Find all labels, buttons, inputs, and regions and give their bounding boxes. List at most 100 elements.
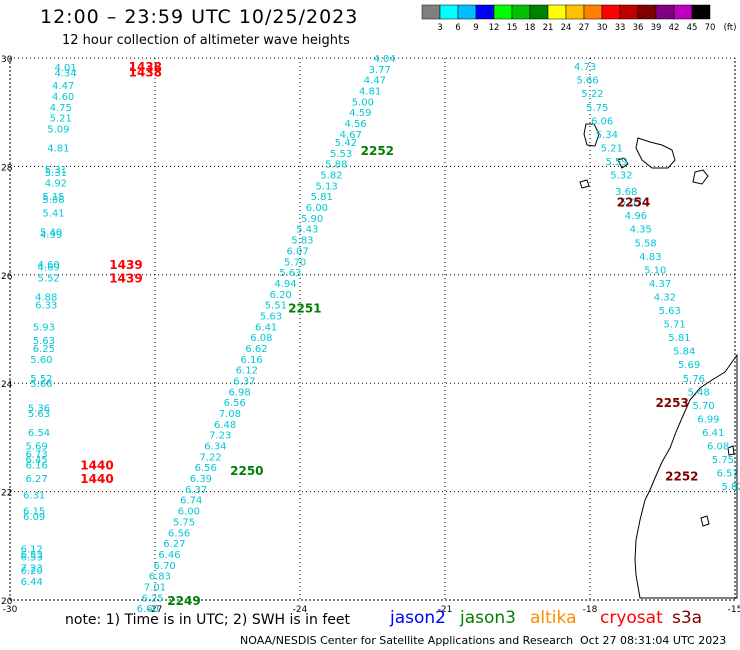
legend-swatch	[691, 4, 711, 20]
wave-height-value: 4.88	[35, 292, 57, 303]
wave-height-value: 4.73	[574, 62, 596, 73]
track-time-label: 2252	[665, 469, 698, 483]
wave-height-value: 4.81	[359, 87, 381, 98]
y-tick-label: 26	[1, 272, 13, 282]
wave-height-value: 5.10	[644, 265, 666, 276]
wave-height-value: 6.16	[25, 461, 47, 472]
wave-height-value: 5.75	[712, 455, 734, 466]
satellite-s3a: s3a	[672, 608, 703, 628]
wave-height-value: 5.70	[692, 401, 714, 412]
africa-coastline	[634, 353, 738, 599]
satellite-jason2: jason2	[390, 608, 446, 628]
legend-swatch	[457, 4, 477, 20]
wave-height-value: 6.98	[228, 387, 250, 398]
legend-swatch	[511, 4, 531, 20]
wave-height-value: 6.00	[306, 203, 328, 214]
wave-height-value: 4.04	[373, 54, 395, 65]
track-time-label: 1439	[109, 272, 142, 286]
wave-height-value: 5.22	[581, 89, 603, 100]
wave-height-value: 5.31	[45, 165, 67, 176]
wave-height-value: 6.20	[270, 290, 292, 301]
legend-swatch	[529, 4, 549, 20]
y-tick-label: 24	[1, 380, 13, 390]
wave-height-value: 4.60	[38, 260, 60, 271]
wave-height-value: 5.51	[265, 301, 287, 312]
wave-height-value: 5.70	[284, 257, 306, 268]
wave-height-value: 6.56	[224, 398, 246, 409]
wave-height-value: 6.25	[33, 344, 55, 355]
wave-height-value: 5.13	[315, 181, 337, 192]
wave-height-value: 6.74	[180, 496, 202, 507]
map-subtitle: 12 hour collection of altimeter wave hei…	[62, 33, 350, 48]
legend-swatch	[583, 4, 603, 20]
wave-height-value: 6.08	[250, 333, 272, 344]
wave-height-value: 3.68	[615, 187, 637, 198]
la-palma-island	[583, 123, 600, 147]
wave-height-value: 4.99	[40, 230, 62, 241]
track-time-label: 2252	[361, 144, 394, 158]
legend-label: 12	[489, 23, 500, 33]
wave-height-value: 5.21	[50, 114, 72, 125]
wave-height-value: 5.69	[678, 360, 700, 371]
legend-swatch	[565, 4, 585, 20]
wave-height-value: 5.75	[586, 103, 608, 114]
x-tick-label: -15	[728, 605, 740, 615]
track-time-label: 1438	[129, 66, 162, 80]
wave-height-value: 5.09	[47, 124, 69, 135]
wave-height-value: 6.37	[233, 376, 255, 387]
legend-label: 33	[615, 23, 626, 33]
wave-height-value: 6.56	[168, 528, 190, 539]
wave-height-value: 4.92	[45, 179, 67, 190]
wave-height-value: 6.46	[158, 550, 180, 561]
legend-swatch	[601, 4, 621, 20]
legend-swatch	[439, 4, 459, 20]
map-frame	[9, 57, 736, 601]
la-gomera-island	[617, 157, 629, 169]
wave-height-value: 5.81	[668, 333, 690, 344]
legend-label: 39	[651, 23, 662, 33]
wave-height-value: 4.56	[344, 119, 366, 130]
wave-height-value: 5.59	[605, 157, 627, 168]
wave-height-value: 5.75	[173, 517, 195, 528]
wave-height-value: 4.32	[654, 292, 676, 303]
wave-height-value: 4.47	[364, 76, 386, 87]
satellite-jason3: jason3	[460, 608, 516, 628]
wave-height-value: 6.20	[21, 566, 43, 577]
wave-height-value: 5.60	[30, 355, 52, 366]
wave-height-value: 4.34	[54, 69, 76, 80]
gran-canaria-island	[692, 169, 709, 185]
wave-height-value: 6.27	[25, 474, 47, 485]
wave-height-value: 4.67	[340, 130, 362, 141]
wave-height-value: 5.84	[673, 347, 695, 358]
wave-height-value: 6.12	[236, 366, 258, 377]
wave-height-value: 5.82	[320, 171, 342, 182]
legend-swatch	[475, 4, 495, 20]
wave-height-value: 6.15	[23, 507, 45, 518]
wave-height-value: 6.73	[25, 450, 47, 461]
satellite-altika: altika	[530, 608, 577, 628]
track-time-label: 2254	[617, 196, 650, 210]
track-time-label: 1439	[109, 258, 142, 272]
wave-height-value: 5.90	[301, 214, 323, 225]
legend-label: (ft)	[724, 23, 737, 33]
y-tick-label: 20	[1, 597, 13, 607]
wave-height-value: 6.70	[154, 561, 176, 572]
wave-height-value: 7.22	[199, 452, 221, 463]
track-time-label: 2253	[655, 396, 688, 410]
wave-height-value: 5.81	[311, 192, 333, 203]
wave-height-value: 6.08	[707, 442, 729, 453]
coastal-islet	[700, 515, 710, 527]
wave-height-value: 6.62	[245, 344, 267, 355]
credit-line: NOAA/NESDIS Center for Satellite Applica…	[240, 634, 574, 647]
wave-height-value: 5.63	[28, 409, 50, 420]
timestamp: Oct 27 08:31:04 UTC 2023	[580, 634, 727, 647]
wave-height-value: 5.63	[279, 268, 301, 279]
x-tick-label: -18	[583, 605, 598, 615]
legend-label: 18	[525, 23, 536, 33]
wave-height-value: 5.08	[42, 195, 64, 206]
wave-height-value: 6.37	[185, 485, 207, 496]
wave-height-value: 5.34	[596, 130, 618, 141]
wave-height-value: 4.75	[50, 103, 72, 114]
wave-height-value: 6.07	[286, 246, 308, 257]
